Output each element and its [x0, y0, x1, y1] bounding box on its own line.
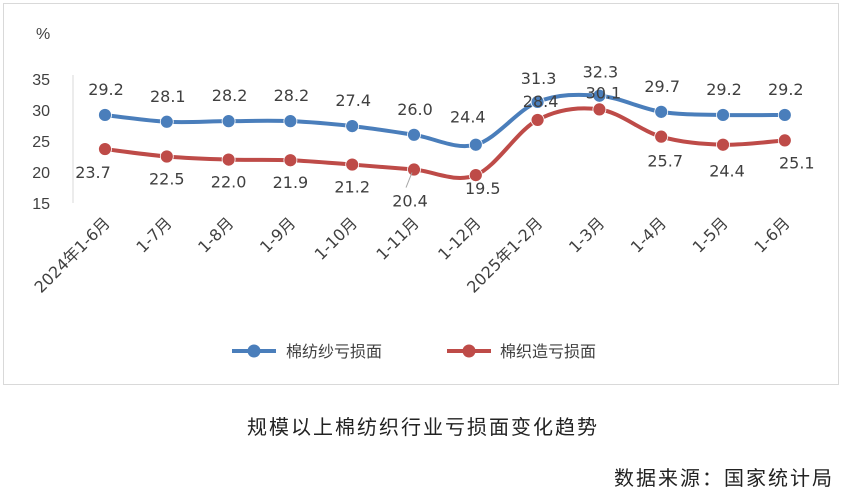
data-label-cotton-yarn: 28.1	[150, 87, 186, 106]
data-label-cotton-weaving: 24.4	[709, 162, 745, 181]
data-point-cotton-yarn	[592, 88, 607, 103]
data-label-cotton-yarn: 27.4	[335, 91, 371, 110]
data-point-cotton-weaving	[654, 129, 669, 144]
x-tick-label: 1-6月	[750, 213, 793, 256]
data-label-cotton-yarn: 28.2	[212, 86, 248, 105]
data-label-cotton-yarn: 29.7	[644, 77, 680, 96]
data-point-cotton-weaving	[530, 113, 545, 127]
data-label-cotton-weaving: 22.0	[211, 173, 247, 192]
data-point-cotton-yarn	[777, 108, 792, 122]
data-point-cotton-weaving	[98, 142, 112, 156]
x-tick-label: 1-5月	[689, 213, 732, 256]
data-label-cotton-weaving: 23.7	[75, 163, 111, 182]
data-label-cotton-weaving: 20.4	[392, 192, 428, 211]
legend-label-cotton-yarn: 棉纺纱亏损面	[286, 342, 382, 361]
data-point-cotton-yarn	[98, 108, 112, 122]
data-point-cotton-weaving	[716, 137, 730, 152]
x-tick-label: 1-12月	[434, 213, 484, 263]
x-tick-label: 1-7月	[132, 213, 175, 256]
data-point-cotton-yarn	[283, 114, 298, 129]
data-label-cotton-yarn: 24.4	[450, 108, 486, 127]
y-unit-label: %	[36, 26, 50, 43]
data-label-cotton-yarn: 29.2	[706, 80, 742, 99]
x-tick-label: 1-3月	[565, 213, 608, 256]
data-label-cotton-weaving: 25.1	[779, 153, 815, 172]
series-line-cotton-yarn	[104, 92, 785, 149]
data-label-cotton-weaving: 30.1	[586, 83, 622, 102]
data-point-cotton-yarn	[221, 114, 236, 129]
y-tick-label: 20	[32, 165, 50, 182]
data-point-cotton-weaving	[221, 152, 236, 167]
chart-caption: 规模以上棉纺织行业亏损面变化趋势	[247, 415, 599, 439]
data-point-cotton-weaving	[345, 157, 360, 172]
data-label-cotton-yarn: 28.2	[274, 86, 310, 105]
data-label-leader	[405, 172, 413, 188]
data-source: 数据来源：国家统计局	[614, 466, 834, 490]
data-point-cotton-weaving	[407, 162, 421, 177]
data-label-cotton-weaving: 25.7	[647, 152, 683, 171]
chart-frame	[3, 3, 839, 385]
x-tick-label: 1-4月	[627, 213, 670, 256]
y-tick-label: 30	[32, 103, 50, 120]
data-label-cotton-weaving: 22.5	[149, 170, 185, 189]
data-point-cotton-weaving	[777, 133, 792, 148]
data-label-cotton-yarn: 32.3	[583, 63, 619, 82]
data-point-cotton-yarn	[159, 114, 174, 129]
x-tick-label: 1-8月	[194, 213, 237, 256]
x-tick-label: 1-11月	[372, 213, 422, 263]
data-label-cotton-weaving: 28.4	[523, 92, 559, 111]
data-point-cotton-yarn	[530, 95, 545, 109]
x-tick-label: 1-9月	[256, 213, 299, 256]
data-label-cotton-weaving: 21.2	[334, 178, 370, 197]
data-label-cotton-weaving: 21.9	[273, 173, 309, 192]
data-label-cotton-weaving: 19.5	[465, 179, 501, 198]
data-point-cotton-weaving	[159, 149, 174, 164]
data-point-cotton-yarn	[654, 104, 669, 119]
data-point-cotton-yarn	[407, 127, 421, 142]
legend-marker-cotton-yarn	[247, 344, 261, 358]
data-point-cotton-weaving	[283, 153, 298, 168]
y-tick-label: 35	[32, 72, 50, 89]
data-point-cotton-weaving	[592, 102, 607, 117]
y-tick-label: 15	[32, 196, 50, 213]
data-point-cotton-weaving	[468, 168, 483, 183]
data-label-cotton-yarn: 31.3	[521, 69, 557, 88]
y-tick-label: 25	[32, 134, 50, 151]
x-tick-label: 1-10月	[311, 213, 361, 263]
data-label-cotton-yarn: 29.2	[768, 80, 804, 99]
data-point-cotton-yarn	[716, 108, 730, 122]
legend-marker-cotton-weaving	[462, 344, 476, 358]
data-label-cotton-yarn: 29.2	[88, 80, 124, 99]
data-point-cotton-yarn	[468, 137, 483, 152]
data-label-cotton-yarn: 26.0	[397, 100, 433, 119]
x-tick-label: 2024年1-6月	[30, 213, 113, 296]
data-point-cotton-yarn	[345, 119, 360, 134]
legend-label-cotton-weaving: 棉织造亏损面	[500, 342, 596, 361]
